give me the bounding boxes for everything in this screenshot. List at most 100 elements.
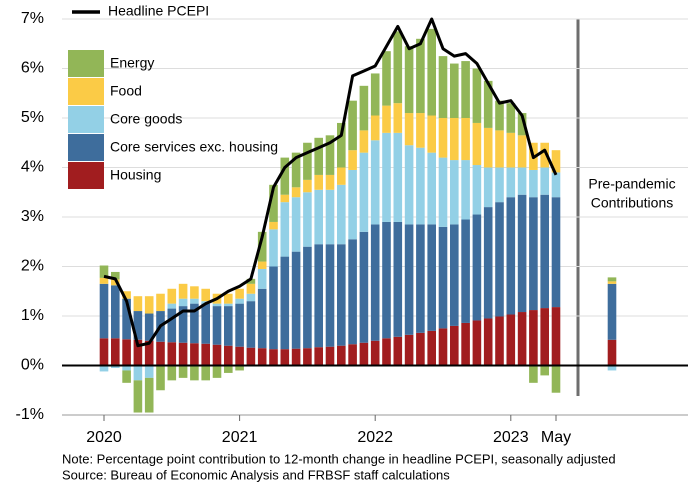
bar-segment (314, 174, 323, 190)
x-tick-label: May (541, 429, 571, 446)
bar-segment (122, 339, 131, 366)
bar-segment (303, 348, 312, 366)
pcepi-line (103, 17, 558, 348)
bar-segment (246, 293, 256, 302)
bar-segment (201, 303, 210, 344)
bar-segment (506, 103, 516, 133)
y-tick-label: -1% (16, 406, 44, 423)
bar-segment (450, 118, 459, 161)
bar-segment (178, 306, 188, 343)
bar-segment (359, 130, 369, 153)
bar-segment (393, 221, 403, 337)
bar-segment (190, 298, 199, 304)
bar-segment (122, 370, 131, 383)
bar-segment (472, 122, 482, 166)
bar-segment (359, 342, 369, 366)
bar-segment (393, 31, 403, 104)
bar-segment (404, 224, 414, 335)
bar-segment (607, 277, 617, 282)
bar-segment (291, 197, 301, 252)
bar-segment (370, 140, 380, 225)
bar-segment (235, 365, 244, 371)
bar-segment (416, 147, 425, 225)
bar-segment (280, 157, 290, 195)
bar-segment (280, 194, 290, 203)
legend-label: Food (110, 83, 142, 99)
bar-segment (122, 365, 131, 371)
bar-segment (495, 100, 504, 131)
bar-segment (450, 63, 459, 118)
bar-segment (337, 167, 346, 185)
bar-segment (257, 348, 267, 366)
bar-segment (201, 365, 210, 381)
bar-segment (111, 279, 120, 286)
bar-segment (122, 298, 131, 340)
bar-segment (224, 365, 233, 373)
note: Note: Percentage point contribution to 1… (62, 451, 616, 466)
bar-segment (427, 28, 436, 116)
bar-segment (246, 278, 256, 284)
bar-segment (438, 118, 448, 158)
bar-segment (235, 288, 244, 299)
bar-segment (325, 244, 335, 347)
bar-segment (269, 221, 278, 230)
bar-segment (517, 135, 527, 168)
bar-segment (303, 179, 312, 193)
bar-segment (111, 271, 120, 280)
bar-segment (450, 325, 459, 366)
bar-segment (404, 46, 414, 114)
legend-label: Core services exc. housing (110, 139, 278, 155)
y-tick-label: 2% (21, 258, 44, 275)
bar-segment (404, 113, 414, 146)
bar-segment (133, 339, 143, 366)
x-tick-label: 2021 (222, 429, 258, 446)
bar-segment (303, 192, 312, 247)
bar-segment (190, 343, 199, 366)
bar-segment (427, 330, 436, 366)
bar-segment (257, 288, 267, 349)
bar-segment (280, 202, 290, 257)
bar-segment (607, 339, 617, 366)
bar-segment (427, 152, 436, 225)
bar-segment (483, 207, 493, 319)
bar-segment (461, 61, 470, 118)
bar-segment (438, 157, 448, 227)
bar-segment (359, 231, 369, 343)
bar-segment (235, 298, 244, 304)
bar-segment (540, 194, 549, 309)
bar-segment (190, 303, 199, 344)
bar-segment (246, 301, 256, 348)
bar-segment (416, 224, 425, 333)
bar-segment (325, 135, 335, 175)
bar-segment (540, 142, 549, 168)
x-tick-label: 2023 (493, 429, 529, 446)
bar-segment (348, 169, 357, 240)
legend-swatch (68, 78, 104, 105)
bar-segment (337, 122, 346, 168)
bar-segment (607, 365, 617, 371)
bar-segment (517, 167, 527, 195)
bar-segment (427, 115, 436, 153)
legend-label: Core goods (110, 111, 182, 127)
bar-segment (393, 132, 403, 222)
pre-pandemic-label: Pre-pandemic (588, 176, 675, 192)
bar-segment (257, 261, 267, 269)
bar-segment (314, 189, 323, 245)
bar-segment (111, 365, 120, 368)
bar-segment (235, 346, 244, 366)
bar-segment (551, 197, 561, 308)
bar-segment (483, 127, 493, 168)
bar-segment (99, 277, 109, 284)
bar-segment (495, 167, 504, 203)
bar-segment (551, 307, 561, 366)
bar-segment (404, 145, 414, 225)
bar-segment (144, 365, 154, 378)
legend-swatch (68, 106, 104, 133)
bar-segment (495, 316, 504, 366)
bar-segment (212, 365, 222, 378)
bar-segment (156, 293, 165, 312)
bar-segment (495, 202, 504, 317)
bar-segment (438, 226, 448, 329)
bar-segment (280, 349, 290, 366)
bar-segment (291, 348, 301, 366)
